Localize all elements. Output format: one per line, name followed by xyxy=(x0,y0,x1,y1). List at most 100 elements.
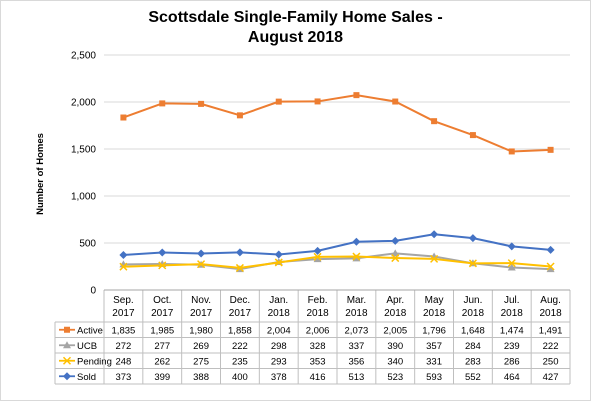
data-label: 328 xyxy=(310,341,326,352)
data-label: 1,648 xyxy=(461,325,485,336)
category-label: Apr. xyxy=(386,295,404,306)
data-point xyxy=(120,114,127,121)
y-tick-label: 0 xyxy=(90,286,96,297)
data-point xyxy=(313,246,322,255)
data-label: 235 xyxy=(232,356,248,367)
data-label: 286 xyxy=(504,356,520,367)
legend-label: Sold xyxy=(77,372,96,383)
data-point xyxy=(235,263,244,272)
data-label: 272 xyxy=(115,341,131,352)
data-label: 427 xyxy=(543,372,559,383)
data-point xyxy=(546,265,555,273)
data-label: 250 xyxy=(543,356,559,367)
data-label: 593 xyxy=(426,372,442,383)
legend-entry-active: Active xyxy=(59,325,103,336)
category-label: Jun. xyxy=(463,295,482,306)
data-label: 390 xyxy=(387,341,403,352)
y-tick-label: 1,500 xyxy=(71,145,96,156)
data-point xyxy=(468,234,477,243)
data-label: 262 xyxy=(154,356,170,367)
data-label: 2,073 xyxy=(345,325,369,336)
data-label: 2,004 xyxy=(267,325,291,336)
data-label: 388 xyxy=(193,372,209,383)
data-point xyxy=(392,98,399,105)
data-label: 1,796 xyxy=(422,325,446,336)
data-label: 293 xyxy=(271,356,287,367)
category-label: May xyxy=(425,295,444,306)
category-label: Oct. xyxy=(153,295,171,306)
y-tick-label: 1,000 xyxy=(71,192,96,203)
legend-key-marker xyxy=(63,341,71,349)
category-label: 2018 xyxy=(268,308,291,319)
data-point xyxy=(430,230,439,239)
category-label: Nov. xyxy=(191,295,211,306)
category-label: 2018 xyxy=(462,308,485,319)
data-label: 552 xyxy=(465,372,481,383)
data-point xyxy=(507,242,516,251)
data-label: 357 xyxy=(426,341,442,352)
series-active xyxy=(120,92,554,155)
data-point xyxy=(431,118,438,125)
category-label: 2017 xyxy=(190,308,213,319)
data-point xyxy=(235,248,244,257)
y-tick-labels: 0 500 1,000 1,500 2,000 2,500 xyxy=(71,51,96,297)
legend-entry-pending: Pending xyxy=(59,356,112,367)
y-tick-label: 2,000 xyxy=(71,98,96,109)
data-label: 1,858 xyxy=(228,325,252,336)
data-point xyxy=(353,92,360,99)
data-point xyxy=(236,112,243,119)
series-sold xyxy=(119,230,555,259)
data-label: 464 xyxy=(504,372,520,383)
legend-key-marker xyxy=(63,372,71,381)
category-label: Feb. xyxy=(308,295,328,306)
data-point xyxy=(313,252,322,261)
data-point xyxy=(274,250,283,259)
chart-title-line-1: Scottsdale Single-Family Home Sales - xyxy=(148,9,443,26)
category-label: 2018 xyxy=(345,308,368,319)
data-point xyxy=(469,132,476,139)
data-label: 416 xyxy=(310,372,326,383)
category-label: 2018 xyxy=(384,308,407,319)
data-point xyxy=(274,258,283,267)
data-label: 353 xyxy=(310,356,326,367)
legend-label: Pending xyxy=(77,356,112,367)
data-label: 1,491 xyxy=(539,325,563,336)
legend-entry-ucb: UCB xyxy=(59,341,97,352)
category-label: Jul. xyxy=(504,295,520,306)
data-label: 400 xyxy=(232,372,248,383)
data-label: 523 xyxy=(387,372,403,383)
legend-label: Active xyxy=(77,325,103,336)
data-label: 283 xyxy=(465,356,481,367)
legend-key-marker xyxy=(64,326,70,333)
data-point xyxy=(119,262,128,271)
data-label: 513 xyxy=(348,372,364,383)
data-point xyxy=(158,248,167,257)
legend-key-marker xyxy=(62,356,72,365)
data-table: Sep. 2017 Oct. 2017 Nov. 2017 Dec. 2017 Jan. 2018… xyxy=(54,289,571,385)
chart-title-line-2: August 2018 xyxy=(247,29,344,46)
data-label: 399 xyxy=(154,372,170,383)
data-point xyxy=(468,259,477,268)
series-pending xyxy=(119,252,555,272)
series-line xyxy=(123,255,551,269)
data-label: 275 xyxy=(193,356,209,367)
category-label: Aug. xyxy=(540,295,561,306)
series-line xyxy=(123,94,551,153)
data-point xyxy=(158,261,167,270)
data-label: 269 xyxy=(193,341,209,352)
legend-entry-sold: Sold xyxy=(59,372,96,383)
data-point xyxy=(352,252,361,261)
data-label: 222 xyxy=(543,341,559,352)
category-label: 2017 xyxy=(112,308,135,319)
data-label: 373 xyxy=(115,372,131,383)
data-point xyxy=(391,249,400,257)
data-point xyxy=(546,262,555,271)
data-label: 2,005 xyxy=(383,325,407,336)
data-point xyxy=(197,249,206,258)
category-label: Sep. xyxy=(113,295,134,306)
data-label: 277 xyxy=(154,341,170,352)
data-point xyxy=(314,98,321,105)
data-label: 2,006 xyxy=(306,325,330,336)
data-point xyxy=(198,100,205,107)
